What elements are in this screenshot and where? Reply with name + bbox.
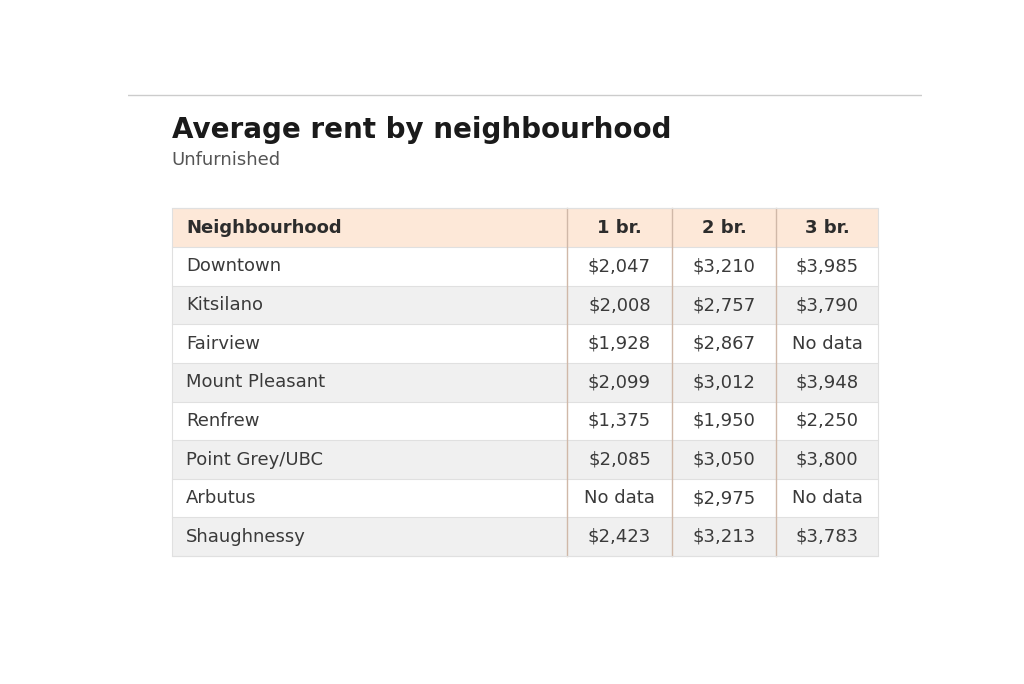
Text: Mount Pleasant: Mount Pleasant	[186, 373, 325, 391]
Text: Point Grey/UBC: Point Grey/UBC	[186, 451, 323, 469]
Text: $3,948: $3,948	[796, 373, 859, 391]
Text: Fairview: Fairview	[186, 334, 260, 353]
Text: No data: No data	[792, 334, 862, 353]
Text: 3 br.: 3 br.	[805, 219, 850, 237]
Text: No data: No data	[584, 489, 655, 507]
Text: $3,012: $3,012	[692, 373, 756, 391]
Text: $2,047: $2,047	[588, 257, 651, 276]
Text: Arbutus: Arbutus	[186, 489, 256, 507]
FancyBboxPatch shape	[172, 363, 878, 402]
Text: $3,800: $3,800	[796, 451, 858, 469]
Text: $2,867: $2,867	[692, 334, 756, 353]
Text: $2,085: $2,085	[588, 451, 651, 469]
Text: $3,050: $3,050	[692, 451, 756, 469]
FancyBboxPatch shape	[172, 518, 878, 556]
Text: 2 br.: 2 br.	[701, 219, 746, 237]
FancyBboxPatch shape	[172, 479, 878, 518]
Text: 1 br.: 1 br.	[597, 219, 642, 237]
FancyBboxPatch shape	[172, 324, 878, 363]
FancyBboxPatch shape	[172, 440, 878, 479]
Text: Kitsilano: Kitsilano	[186, 296, 263, 314]
Text: Neighbourhood: Neighbourhood	[186, 219, 342, 237]
Text: $2,099: $2,099	[588, 373, 651, 391]
FancyBboxPatch shape	[172, 209, 878, 247]
Text: Average rent by neighbourhood: Average rent by neighbourhood	[172, 116, 671, 144]
Text: $2,250: $2,250	[796, 412, 858, 430]
Text: $2,423: $2,423	[588, 528, 651, 546]
Text: $3,790: $3,790	[796, 296, 858, 314]
Text: $1,950: $1,950	[692, 412, 756, 430]
Text: $3,210: $3,210	[692, 257, 756, 276]
Text: Shaughnessy: Shaughnessy	[186, 528, 306, 546]
Text: $1,375: $1,375	[588, 412, 651, 430]
Text: Downtown: Downtown	[186, 257, 281, 276]
Text: $3,783: $3,783	[796, 528, 859, 546]
Text: $2,008: $2,008	[588, 296, 651, 314]
Text: No data: No data	[792, 489, 862, 507]
Text: Renfrew: Renfrew	[186, 412, 259, 430]
FancyBboxPatch shape	[172, 402, 878, 440]
Text: $1,928: $1,928	[588, 334, 651, 353]
Text: $2,975: $2,975	[692, 489, 756, 507]
Text: $3,213: $3,213	[692, 528, 756, 546]
FancyBboxPatch shape	[172, 247, 878, 286]
Text: $2,757: $2,757	[692, 296, 756, 314]
Text: Unfurnished: Unfurnished	[172, 150, 281, 168]
FancyBboxPatch shape	[172, 286, 878, 324]
Text: $3,985: $3,985	[796, 257, 859, 276]
